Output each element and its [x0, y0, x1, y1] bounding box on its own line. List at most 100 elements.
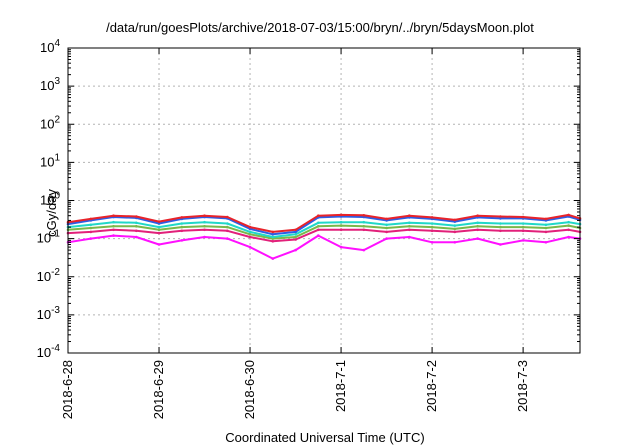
series-line-3 — [67, 221, 581, 238]
series-point-3 — [567, 220, 570, 224]
series-line-2 — [67, 215, 581, 236]
series-point-1 — [339, 213, 343, 217]
series-point-6 — [453, 241, 457, 244]
series-point-3 — [521, 222, 525, 225]
series-point-1 — [408, 214, 411, 217]
series-point-1 — [544, 217, 548, 221]
x-tick-labels: 2018-6-28 2018-6-29 2018-6-30 2018-7-1 2018-… — [60, 360, 530, 419]
y-tick-label: 10-3 — [37, 305, 61, 322]
series-point-5 — [294, 238, 297, 241]
x-tick-label: 2018-6-29 — [151, 360, 166, 419]
series-point-1 — [521, 215, 525, 219]
y-tick-label: 103 — [40, 76, 60, 93]
series-point-1 — [248, 225, 252, 229]
series-point-1 — [453, 218, 457, 222]
series-point-3 — [89, 223, 93, 227]
series-point-4 — [476, 225, 479, 228]
series-point-3 — [294, 233, 297, 236]
series-point-3 — [135, 221, 138, 225]
series-point-5 — [476, 228, 479, 232]
series-point-5 — [521, 229, 525, 233]
series-point-3 — [248, 230, 252, 234]
series-point-6 — [430, 241, 434, 244]
series-point-3 — [112, 220, 115, 224]
series-point-1 — [157, 220, 161, 223]
series-point-5 — [453, 230, 457, 234]
series-point-4 — [453, 227, 457, 231]
series-point-4 — [180, 225, 184, 229]
series-point-6 — [226, 237, 229, 240]
series-point-1 — [203, 214, 206, 217]
series-point-4 — [499, 225, 502, 229]
series-point-1 — [567, 213, 570, 217]
series-point-1 — [476, 214, 479, 217]
series-point-5 — [362, 228, 366, 232]
series-point-1 — [89, 217, 93, 221]
series-point-5 — [567, 228, 570, 232]
series-point-5 — [430, 229, 434, 233]
series-point-1 — [135, 215, 138, 218]
series-point-5 — [180, 229, 184, 233]
series-point-6 — [248, 245, 252, 249]
y-tick-label: 102 — [40, 114, 60, 131]
series-point-6 — [385, 237, 388, 240]
series-point-5 — [157, 231, 161, 235]
series-point-4 — [362, 225, 366, 228]
series-point-6 — [408, 235, 411, 239]
series-point-3 — [203, 220, 206, 224]
tick-marks — [67, 47, 580, 354]
series-point-1 — [180, 216, 184, 219]
series-point-5 — [226, 229, 229, 233]
series-point-3 — [157, 225, 161, 229]
series-point-3 — [385, 223, 388, 227]
data-series — [66, 213, 582, 260]
series-point-1 — [362, 214, 366, 217]
series-point-5 — [499, 229, 502, 233]
series-point-1 — [430, 216, 434, 219]
series-point-5 — [89, 230, 93, 234]
series-point-4 — [567, 224, 570, 227]
series-point-1 — [294, 228, 297, 232]
series-point-3 — [453, 224, 457, 227]
series-point-2 — [271, 233, 275, 236]
series-point-4 — [157, 228, 161, 232]
series-point-5 — [339, 228, 343, 232]
series-point-2 — [499, 217, 502, 220]
series-point-3 — [430, 222, 434, 225]
series-point-4 — [408, 225, 411, 228]
series-point-6 — [317, 234, 320, 237]
series-point-4 — [521, 225, 525, 229]
x-tick-label: 2018-7-1 — [333, 360, 348, 412]
series-line-1 — [67, 213, 581, 233]
series-point-4 — [89, 226, 93, 230]
series-point-5 — [248, 235, 252, 239]
series-point-4 — [430, 225, 434, 229]
series-point-4 — [135, 225, 138, 228]
y-axis-label: cGy/day — [44, 189, 59, 237]
series-point-1 — [112, 214, 115, 217]
series-point-3 — [476, 221, 479, 225]
series-point-6 — [89, 237, 93, 240]
series-point-3 — [317, 221, 320, 225]
series-point-6 — [112, 234, 115, 237]
series-point-3 — [180, 222, 184, 225]
series-point-4 — [248, 233, 252, 236]
x-axis-label: Coordinated Universal Time (UTC) — [225, 430, 425, 445]
series-point-5 — [203, 228, 206, 232]
series-point-6 — [135, 235, 138, 239]
series-point-3 — [408, 221, 411, 225]
series-point-1 — [226, 215, 229, 219]
x-tick-label: 2018-7-3 — [515, 360, 530, 412]
series-point-6 — [294, 248, 297, 252]
y-tick-label: 104 — [40, 38, 60, 55]
series-point-6 — [203, 235, 206, 239]
series-point-1 — [385, 217, 388, 221]
x-tick-label: 2018-6-30 — [242, 360, 257, 419]
chart-title: /data/run/goesPlots/archive/2018-07-03/1… — [106, 20, 534, 35]
series-point-4 — [385, 226, 388, 230]
series-point-3 — [362, 220, 366, 224]
series-point-4 — [544, 226, 548, 230]
series-point-1 — [271, 230, 275, 234]
series-point-3 — [544, 223, 548, 227]
series-point-4 — [203, 225, 206, 228]
